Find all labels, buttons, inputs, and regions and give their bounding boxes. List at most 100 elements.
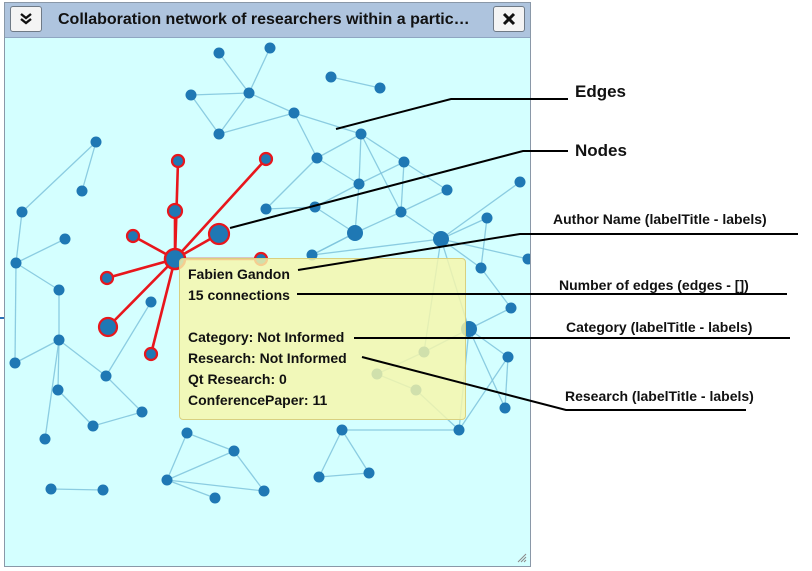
tooltip-conference-paper: ConferencePaper: 11 (188, 392, 328, 408)
graph-node[interactable] (453, 424, 465, 436)
graph-edge (358, 133, 362, 185)
number-of-edges-annotation: Number of edges (edges - []) (559, 277, 749, 293)
highlighted-edge (174, 158, 267, 260)
highlighted-node[interactable] (143, 346, 159, 362)
tooltip-qt-research: Qt Research: 0 (188, 371, 287, 387)
graph-edge (318, 429, 343, 478)
window-titlebar[interactable]: Collaboration network of researchers wit… (5, 3, 530, 38)
research-annotation: Research (labelTitle - labels) (565, 388, 754, 404)
highlighted-node[interactable] (125, 228, 141, 244)
graph-node[interactable] (39, 433, 51, 445)
graph-node[interactable] (441, 184, 453, 196)
graph-node[interactable] (325, 71, 337, 83)
graph-edge (248, 47, 271, 94)
graph-edge (311, 232, 356, 256)
graph-node[interactable] (53, 284, 65, 296)
graph-node[interactable] (481, 212, 493, 224)
graph-node[interactable] (264, 42, 276, 54)
graph-node[interactable] (398, 156, 410, 168)
graph-node[interactable] (213, 47, 225, 59)
graph-node[interactable] (502, 351, 514, 363)
graph-node[interactable] (90, 136, 102, 148)
tooltip-category: Category: Not Informed (188, 329, 345, 345)
graph-edge (316, 133, 362, 159)
graph-node[interactable] (100, 370, 112, 382)
highlighted-node[interactable] (97, 316, 119, 338)
graph-node[interactable] (475, 262, 487, 274)
graph-node[interactable] (87, 420, 99, 432)
graph-edge (166, 479, 216, 499)
close-icon[interactable] (493, 6, 525, 32)
graph-node[interactable] (395, 206, 407, 218)
graph-edge (400, 189, 448, 213)
graph-node[interactable] (185, 89, 197, 101)
highlighted-edge (149, 258, 177, 355)
graph-node[interactable] (499, 402, 511, 414)
graph-edge (293, 112, 318, 159)
graph-node[interactable] (161, 474, 173, 486)
graph-node[interactable] (59, 233, 71, 245)
graph-edge (400, 161, 405, 213)
graph-node[interactable] (145, 296, 157, 308)
graph-edge (186, 432, 235, 452)
highlighted-node[interactable] (99, 270, 115, 286)
graph-edge (311, 238, 442, 256)
highlighted-node[interactable] (258, 151, 274, 167)
graph-node[interactable] (16, 206, 28, 218)
graph-node[interactable] (374, 82, 386, 94)
offscreen-edge-marker (0, 317, 5, 319)
graph-node[interactable] (181, 427, 193, 439)
graph-node[interactable] (53, 334, 65, 346)
graph-node[interactable] (311, 152, 323, 164)
graph-node[interactable] (363, 467, 375, 479)
graph-node[interactable] (260, 203, 272, 215)
graph-node[interactable] (76, 185, 88, 197)
highlighted-node[interactable] (166, 202, 184, 220)
graph-edge (81, 141, 97, 192)
graph-edge (440, 238, 482, 269)
resize-grip-icon[interactable] (517, 553, 527, 563)
graph-edge (360, 133, 405, 163)
research-leader (361, 356, 746, 411)
graph-node[interactable] (136, 406, 148, 418)
graph-node[interactable] (336, 424, 348, 436)
double-chevron-down-icon[interactable] (10, 6, 42, 32)
author-name-leader (297, 233, 798, 271)
graph-edge (440, 181, 521, 240)
graph-node[interactable] (313, 471, 325, 483)
graph-node[interactable] (258, 485, 270, 497)
graph-node[interactable] (52, 384, 64, 396)
graph-edge (50, 488, 104, 491)
graph-node[interactable] (355, 128, 367, 140)
graph-node[interactable] (45, 483, 57, 495)
graph-node[interactable] (306, 249, 318, 261)
highlighted-node[interactable] (207, 222, 231, 246)
graph-edge (58, 339, 107, 377)
graph-node[interactable] (347, 225, 363, 241)
graph-edge (105, 375, 143, 413)
nodes-leader (229, 150, 568, 229)
category-annotation: Category (labelTitle - labels) (566, 319, 753, 335)
graph-node[interactable] (353, 178, 365, 190)
graph-node[interactable] (288, 107, 300, 119)
graph-edge (166, 450, 235, 481)
graph-node[interactable] (433, 231, 449, 247)
graph-node[interactable] (228, 445, 240, 457)
graph-node[interactable] (243, 87, 255, 99)
graph-node[interactable] (505, 302, 517, 314)
graph-node[interactable] (9, 357, 21, 369)
graph-edge (400, 211, 442, 240)
highlighted-edge (106, 257, 176, 280)
graph-node[interactable] (97, 484, 109, 496)
graph-edge (360, 133, 402, 213)
graph-edge (440, 217, 488, 240)
highlighted-node[interactable] (170, 153, 186, 169)
graph-node[interactable] (209, 492, 221, 504)
graph-edge (233, 450, 265, 492)
graph-node[interactable] (213, 128, 225, 140)
graph-node[interactable] (514, 176, 526, 188)
graph-edge (14, 262, 17, 364)
graph-edge (190, 92, 250, 96)
graph-node[interactable] (10, 257, 22, 269)
